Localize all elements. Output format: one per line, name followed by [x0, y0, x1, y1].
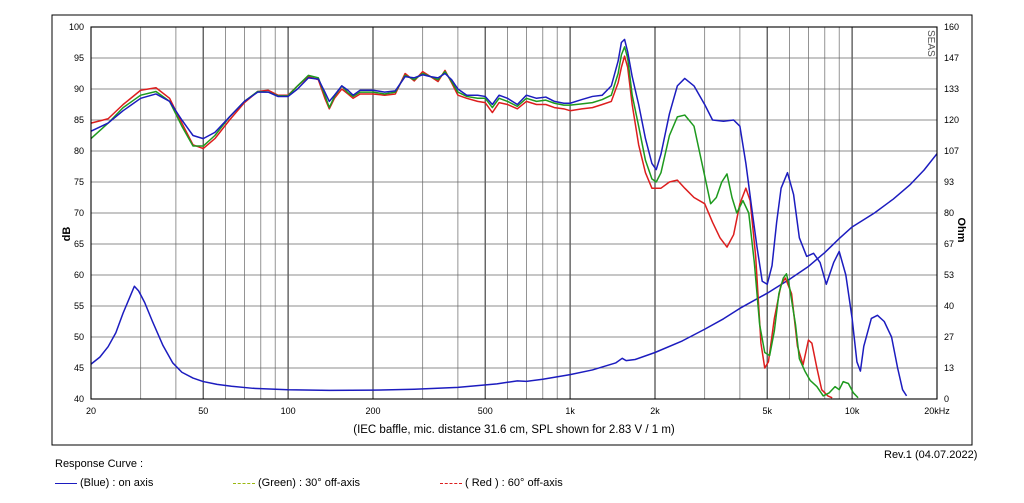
- y-left-tick-label: 55: [74, 301, 84, 311]
- chart-caption: (IEC baffle, mic. distance 31.6 cm, SPL …: [353, 424, 675, 436]
- y-right-tick-label: 13: [944, 363, 954, 373]
- y-left-tick-label: 45: [74, 363, 84, 373]
- y-left-tick-label: 60: [74, 270, 84, 280]
- y-right-tick-labels: 0 13 27 40 53 67 80 93 107 120 133 147 160: [944, 22, 959, 404]
- legend-label-red: ( Red ) : 60° off-axis: [465, 477, 563, 489]
- y-left-tick-label: 85: [74, 115, 84, 125]
- x-tick-label: 2k: [650, 406, 660, 416]
- legend-label-blue: (Blue) : on axis: [80, 477, 154, 489]
- y-right-tick-label: 147: [944, 53, 959, 63]
- impedance-curve: [90, 153, 938, 392]
- y-right-tick-label: 0: [944, 394, 949, 404]
- legend-item-green: (Green) : 30° off-axis: [233, 477, 360, 489]
- y-left-tick-label: 75: [74, 177, 84, 187]
- y-right-tick-label: 80: [944, 208, 954, 218]
- x-tick-label: 20: [86, 406, 96, 416]
- y-left-tick-label: 70: [74, 208, 84, 218]
- x-tick-label: 100: [281, 406, 296, 416]
- y-right-tick-label: 160: [944, 22, 959, 32]
- y-right-tick-label: 120: [944, 115, 959, 125]
- legend-item-red: ( Red ) : 60° off-axis: [440, 477, 563, 489]
- plot-area-border: [90, 26, 938, 400]
- y-left-tick-label: 65: [74, 239, 84, 249]
- x-tick-label: 10k: [845, 406, 860, 416]
- y-right-tick-label: 40: [944, 301, 954, 311]
- x-tick-label: 50: [198, 406, 208, 416]
- y-right-tick-label: 53: [944, 270, 954, 280]
- x-tick-label: 500: [478, 406, 493, 416]
- legend-title: Response Curve :: [55, 458, 144, 470]
- y-left-axis-label: dB: [61, 227, 73, 242]
- y-right-tick-label: 27: [944, 332, 954, 342]
- y-right-axis-label: Ohm: [955, 217, 967, 242]
- legend-swatch-green: [233, 482, 255, 484]
- chart-outer-frame: [51, 14, 973, 446]
- legend-item-blue: (Blue) : on axis: [55, 477, 153, 489]
- seas-watermark: SEAS: [925, 30, 936, 57]
- y-left-tick-labels: 40 45 50 55 60 65 70 75 80 85 90 95 100: [69, 22, 84, 404]
- legend-swatch-red: [440, 482, 462, 484]
- x-tick-label-end: 20kHz: [924, 406, 950, 416]
- on-axis-curve: [90, 38, 908, 397]
- y-right-tick-label: 133: [944, 84, 959, 94]
- y-left-tick-label: 90: [74, 84, 84, 94]
- y-left-tick-label: 80: [74, 146, 84, 156]
- y-right-tick-label: 107: [944, 146, 959, 156]
- x-tick-label: 5k: [762, 406, 772, 416]
- x-tick-label: 200: [365, 406, 380, 416]
- off-axis-30-curve: [90, 46, 859, 399]
- y-right-tick-label: 67: [944, 239, 954, 249]
- y-left-tick-label: 50: [74, 332, 84, 342]
- revision-note: Rev.1 (04.07.2022): [884, 449, 978, 461]
- legend-label-green: (Green) : 30° off-axis: [258, 477, 361, 489]
- y-right-tick-label: 93: [944, 177, 954, 187]
- y-left-tick-label: 100: [69, 22, 84, 32]
- curves: [90, 38, 938, 399]
- x-tick-label: 1k: [565, 406, 575, 416]
- y-left-tick-label: 95: [74, 53, 84, 63]
- y-left-tick-label: 40: [74, 394, 84, 404]
- legend-swatch-blue: [55, 482, 77, 484]
- x-tick-labels: 20 50 100 200 500 1k 2k 5k 10k 20kHz: [86, 406, 950, 416]
